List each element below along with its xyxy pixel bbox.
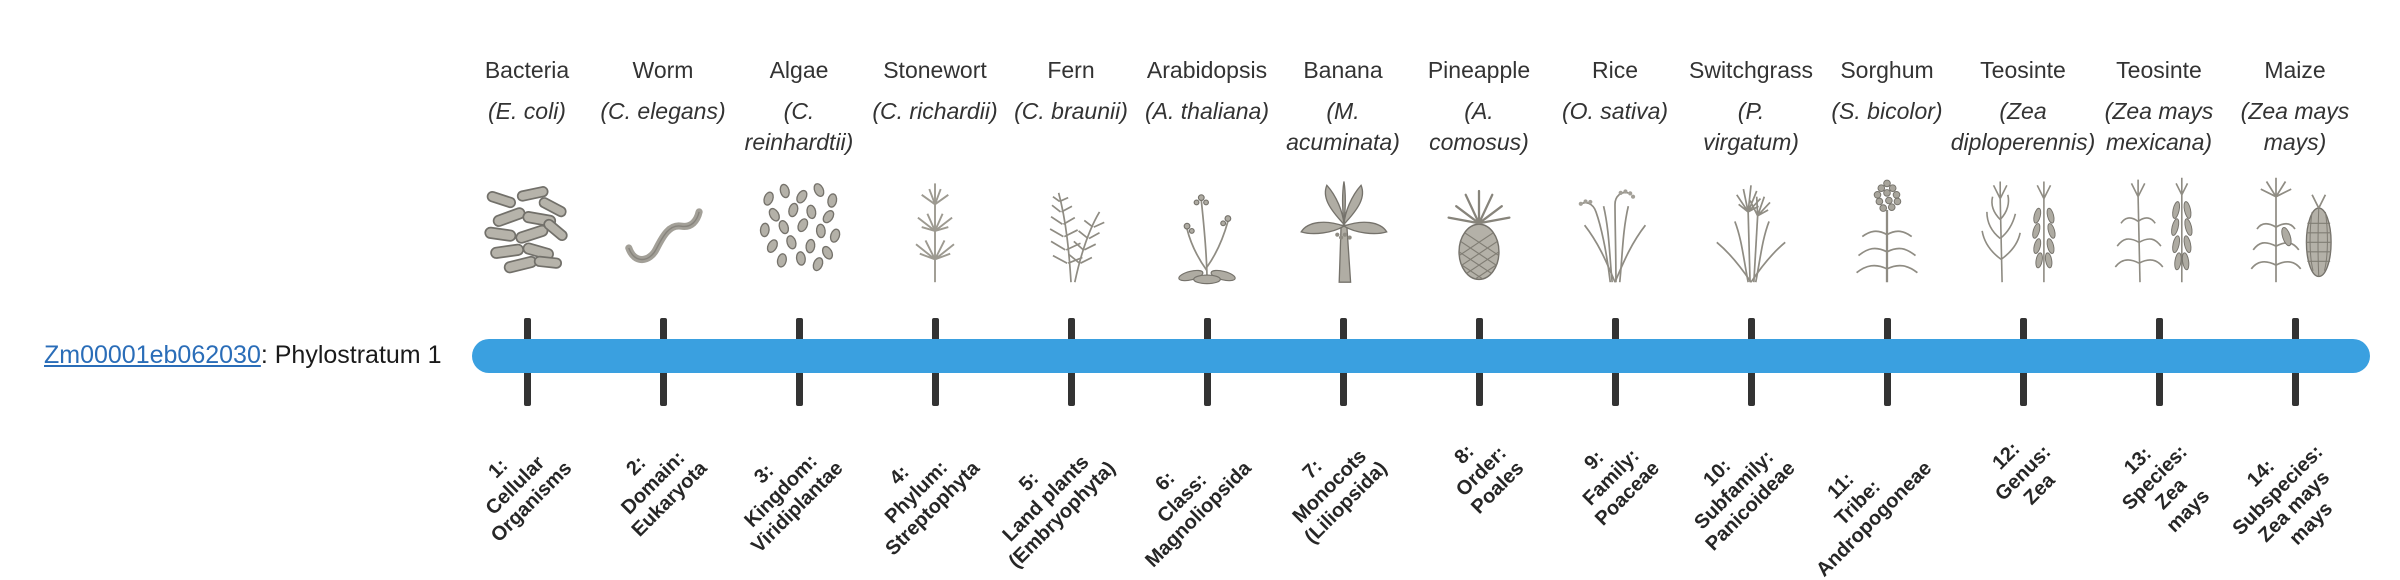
rice-icon	[1559, 172, 1671, 286]
species-label: Teosinte (Zea diploperennis)	[1945, 56, 2101, 158]
switchgrass-icon	[1695, 172, 1807, 286]
species-label: Rice (O. sativa)	[1537, 56, 1693, 127]
scientific-name: (M. acuminata)	[1286, 97, 1400, 155]
scientific-name: (O. sativa)	[1561, 97, 1669, 124]
sorghum-icon	[1831, 172, 1943, 286]
phylostratum-label: 12: Genus: Zea	[1988, 438, 2060, 510]
phylostratum-label: 2: Domain: Eukaryota	[617, 446, 712, 542]
maize-icon	[2239, 172, 2351, 286]
teosinte-mexicana-icon	[2103, 172, 2215, 286]
scientific-name: (P. virgatum)	[1703, 97, 1799, 155]
taxon-column-arabidopsis: Arabidopsis (A. thaliana) 6: Class: Magn…	[1139, 0, 1275, 580]
phylostratum-text: : Phylostratum 1	[260, 341, 442, 369]
taxon-column-sorghum: Sorghum (S. bicolor) 11: Tribe: Andropog…	[1812, 0, 1955, 580]
species-label: Bacteria (E. coli)	[449, 56, 605, 127]
scientific-name: (C. richardii)	[872, 97, 998, 124]
fern-icon	[1015, 172, 1127, 286]
common-name: Rice	[1591, 57, 1638, 83]
gene-link[interactable]: Zm00001eb062030	[44, 341, 261, 369]
scientific-name: (C. elegans)	[600, 97, 726, 124]
common-name: Algae	[769, 57, 829, 83]
phylostratum-label: 4: Phylum: Streptophyta	[880, 456, 984, 561]
phylostratum-label: 10: Subfamily: Panicoideae	[1690, 445, 1800, 556]
scientific-name: (S. bicolor)	[1831, 97, 1943, 124]
taxon-column-stonewort: Stonewort (C. richardii) 4: Phylum: Stre…	[867, 0, 1003, 580]
banana-icon	[1287, 172, 1399, 286]
phylostratum-label: 8: Order: Poales	[1449, 440, 1528, 519]
scientific-name: (C. reinhardtii)	[744, 97, 854, 155]
taxon-column-teosinte-mexicana: Teosinte (Zea mays mexicana) 13: Species…	[2091, 0, 2227, 580]
species-label: Sorghum (S. bicolor)	[1809, 56, 1965, 127]
taxa-columns: Bacteria (E. coli) 1: Cellular Organisms…	[459, 0, 2363, 580]
phylostratum-label: 1: Cellular Organisms	[480, 451, 576, 547]
taxon-column-teosinte-diploperennis: Teosinte (Zea diploperennis) 12: Genus: …	[1951, 0, 2095, 580]
taxon-column-rice: Rice (O. sativa) 9: Family: Poaceae	[1547, 0, 1683, 580]
scientific-name: (A. comosus)	[1429, 97, 1529, 155]
phylostratum-label: 14: Subspecies: Zea mays mays	[2228, 440, 2338, 550]
scientific-name: (Zea mays mexicana)	[2104, 97, 2214, 155]
scientific-name: (E. coli)	[488, 97, 566, 124]
arabidopsis-icon	[1151, 172, 1263, 286]
algae-icon	[743, 172, 855, 286]
taxon-column-worm: Worm (C. elegans) 2: Domain: Eukaryota	[595, 0, 731, 580]
species-label: Algae (C. reinhardtii)	[721, 56, 877, 158]
phylostratum-bar	[472, 339, 2370, 373]
species-label: Banana (M. acuminata)	[1265, 56, 1421, 158]
common-name: Stonewort	[883, 57, 987, 83]
species-label: Fern (C. braunii)	[993, 56, 1149, 127]
scientific-name: (Zea mays mays)	[2240, 97, 2350, 155]
taxon-column-algae: Algae (C. reinhardtii) 3: Kingdom: Virid…	[731, 0, 867, 580]
common-name: Arabidopsis	[1146, 57, 1268, 83]
bacteria-icon	[471, 172, 583, 286]
common-name: Fern	[1047, 57, 1095, 83]
species-label: Stonewort (C. richardii)	[857, 56, 1013, 127]
taxon-column-pineapple: Pineapple (A. comosus) 8: Order: Poales	[1411, 0, 1547, 580]
taxon-column-bacteria: Bacteria (E. coli) 1: Cellular Organisms	[459, 0, 595, 580]
common-name: Sorghum	[1840, 57, 1934, 83]
common-name: Bacteria	[484, 57, 570, 83]
common-name: Pineapple	[1427, 57, 1531, 83]
taxon-column-banana: Banana (M. acuminata) 7: Monocots (Lilio…	[1275, 0, 1411, 580]
species-label: Switchgrass (P. virgatum)	[1673, 56, 1829, 158]
taxon-column-fern: Fern (C. braunii) 5: Land plants (Embryo…	[998, 0, 1139, 580]
species-label: Worm (C. elegans)	[585, 56, 741, 127]
common-name: Teosinte	[1980, 57, 2066, 83]
scientific-name: (Zea diploperennis)	[1950, 97, 2096, 155]
scientific-name: (C. braunii)	[1014, 97, 1128, 124]
phylostratum-label: 13: Species: Zea mays	[2117, 440, 2214, 537]
species-label: Maize (Zea mays mays)	[2217, 56, 2373, 158]
taxon-column-maize: Maize (Zea mays mays) 14: Subspecies: Ze…	[2227, 0, 2363, 580]
species-label: Arabidopsis (A. thaliana)	[1129, 56, 1285, 127]
gene-label: Zm00001eb062030: Phylostratum 1	[44, 341, 442, 370]
taxon-column-switchgrass: Switchgrass (P. virgatum) 10: Subfamily:…	[1683, 0, 1819, 580]
scientific-name: (A. thaliana)	[1144, 97, 1269, 124]
common-name: Banana	[1303, 57, 1383, 83]
phylostratum-label: 7: Monocots (Liliopsida)	[1288, 445, 1392, 549]
common-name: Worm	[632, 57, 694, 83]
common-name: Maize	[2264, 57, 2326, 83]
common-name: Switchgrass	[1689, 57, 1813, 83]
species-label: Teosinte (Zea mays mexicana)	[2081, 56, 2237, 158]
stonewort-icon	[879, 172, 991, 286]
teosinte-diploperennis-icon	[1967, 172, 2079, 286]
phylostratum-label: 9: Family: Poaceae	[1578, 444, 1664, 531]
pineapple-icon	[1423, 172, 1535, 286]
common-name: Teosinte	[2116, 57, 2202, 83]
worm-icon	[607, 172, 719, 286]
phylostratum-label: 3: Kingdom: Viridiplantae	[740, 450, 848, 558]
species-label: Pineapple (A. comosus)	[1401, 56, 1557, 158]
